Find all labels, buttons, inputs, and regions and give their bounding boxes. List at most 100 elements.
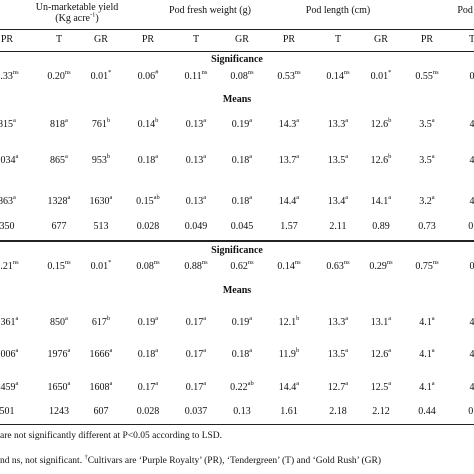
table-cell: 0.01* xyxy=(359,69,403,84)
means-row: 1361a850a617b0.19a0.17a0.19a12.1b13.3a13… xyxy=(0,314,474,330)
cell-value: 0.13 xyxy=(185,155,204,166)
table-cell: 0.75ns xyxy=(405,258,449,274)
cell-value: 0.11 xyxy=(184,71,202,82)
table-cell: 0.08ns xyxy=(220,68,264,84)
cell-value: 4.1 xyxy=(419,317,432,328)
table-cell: 0.22ab xyxy=(220,380,264,395)
table-cell: 4 xyxy=(450,154,474,168)
cell-superscript: ns xyxy=(432,258,439,266)
cell-value: 0.01 xyxy=(370,71,389,82)
cell-value: 4.1 xyxy=(419,382,432,393)
table-cell: 13.5a xyxy=(316,347,360,362)
cell-superscript: ab xyxy=(153,193,160,201)
table-cell: 0.13a xyxy=(174,117,218,132)
cell-superscript: ns xyxy=(12,258,19,266)
cell-superscript: a xyxy=(15,379,19,387)
table-cell: 13.3a xyxy=(316,315,360,330)
table-cell: T xyxy=(37,33,81,47)
table-cell: 0.19a xyxy=(220,117,264,132)
cell-value: 4 xyxy=(469,119,474,130)
cell-superscript: a xyxy=(155,314,159,322)
table-cell: 13.1a xyxy=(359,314,403,330)
table-cell: 0.11ns xyxy=(174,69,218,84)
cell-value: 0.62 xyxy=(230,261,248,272)
cell-superscript: a xyxy=(431,346,435,354)
table-cell: 818a xyxy=(37,117,81,132)
header-group-pod-fresh-weight: Pod fresh weight (g) xyxy=(150,5,270,16)
table-cell: T xyxy=(174,33,218,47)
table-cell: GR xyxy=(220,33,264,47)
table-cell: 501 xyxy=(0,405,29,419)
cell-value: 1976 xyxy=(47,349,68,360)
cell-superscript: a xyxy=(388,346,392,354)
table-cell: 13.7a xyxy=(267,153,311,168)
cell-superscript: a xyxy=(388,314,392,322)
cell-superscript: * xyxy=(108,68,112,76)
table-cell: 0.037 xyxy=(174,405,218,419)
cell-value: 953 xyxy=(91,155,107,166)
table-cell: 0.88ns xyxy=(174,259,218,274)
table-cell: 0.028 xyxy=(126,220,170,234)
cell-value: 1630 xyxy=(89,196,110,207)
table-cell: 1630a xyxy=(79,193,123,209)
cell-superscript: a xyxy=(155,379,159,387)
cell-value: 0.63 xyxy=(326,261,344,272)
cell-value: GR xyxy=(94,34,108,45)
cell-value: 0.14 xyxy=(137,119,156,130)
cell-value: 0.17 xyxy=(185,349,204,360)
cell-value: 14.1 xyxy=(370,196,389,207)
table-cell: 0.14ns xyxy=(267,258,311,274)
cell-superscript: a xyxy=(15,152,19,160)
table-cell: 0.13 xyxy=(220,405,264,419)
cell-value: 12.6 xyxy=(370,119,389,130)
table-cell: 1034a xyxy=(0,152,29,168)
cell-superscript: a xyxy=(431,116,435,124)
cell-value: 0.19 xyxy=(231,317,250,328)
cell-value: 0.55 xyxy=(415,71,433,82)
header-group-line2: (Kg acre-1) xyxy=(55,11,99,24)
table-cell: 0.18a xyxy=(220,347,264,362)
cell-value: 0.75 xyxy=(415,261,433,272)
cell-value: 0.037 xyxy=(184,406,208,417)
table-cell: 815a xyxy=(0,117,29,132)
cell-value: 850 xyxy=(50,317,66,328)
cell-superscript: a xyxy=(109,193,113,201)
cell-value: 501 xyxy=(0,406,15,417)
cell-value: 11.9 xyxy=(278,349,296,360)
table-cell: 0 xyxy=(450,70,474,84)
table-cell: 0.01* xyxy=(79,259,123,274)
cell-value: T xyxy=(55,34,63,45)
cell-value: 13.3 xyxy=(327,119,346,130)
cell-value: 607 xyxy=(93,406,109,417)
cell-value: 3.5 xyxy=(419,119,432,130)
cell-superscript: ns xyxy=(247,68,254,76)
means-row: 2006a1976a1666a0.18a0.17a0.18a11.9b13.5a… xyxy=(0,346,474,362)
cell-superscript: a xyxy=(15,346,19,354)
cell-superscript: a xyxy=(203,346,207,354)
cell-superscript: b xyxy=(155,116,159,124)
cell-value: PR xyxy=(0,34,14,45)
cell-value: 1361 xyxy=(0,317,16,328)
table-cell: 14.4a xyxy=(267,193,311,209)
cell-superscript: a xyxy=(109,346,113,354)
table-cell: 4 xyxy=(450,316,474,330)
table-cell: 0.049 xyxy=(174,220,218,234)
cell-value: 0. xyxy=(468,406,474,417)
table-cell: 0.17a xyxy=(174,380,218,395)
table-cell: 0.08ns xyxy=(126,259,170,274)
column-header-rule xyxy=(0,51,474,52)
table-cell: 0.19a xyxy=(220,315,264,330)
table-cell: 4 xyxy=(450,118,474,132)
cell-superscript: ns xyxy=(294,258,301,266)
table-cell: GR xyxy=(359,33,403,47)
cell-value: 12.5 xyxy=(370,382,389,393)
cell-superscript: ns xyxy=(432,68,439,76)
cell-superscript: a xyxy=(296,193,300,201)
cell-superscript: a xyxy=(67,193,71,201)
table-cell: 4 xyxy=(450,381,474,395)
header-group-line1: Pod length (cm) xyxy=(305,5,371,16)
table-cell: 0.18a xyxy=(220,153,264,168)
cell-superscript: a xyxy=(155,152,159,160)
cell-value: 12.6 xyxy=(370,155,389,166)
cell-superscript: a xyxy=(67,346,71,354)
